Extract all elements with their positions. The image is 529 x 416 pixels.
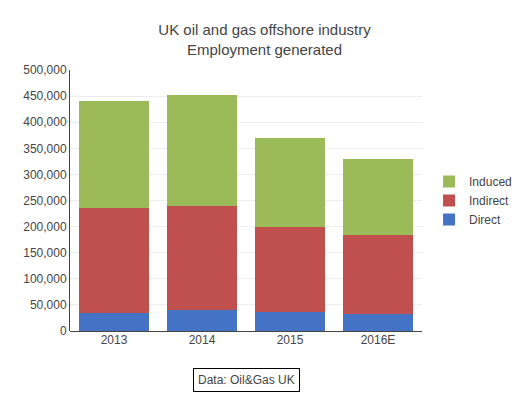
- svg-text:Data: Oil&Gas UK: Data: Oil&Gas UK: [198, 373, 295, 387]
- svg-text:500,000: 500,000: [23, 63, 67, 77]
- svg-text:Induced: Induced: [469, 175, 512, 189]
- svg-text:250,000: 250,000: [23, 194, 67, 208]
- svg-text:Indirect: Indirect: [469, 194, 509, 208]
- svg-text:200,000: 200,000: [23, 220, 67, 234]
- svg-text:450,000: 450,000: [23, 89, 67, 103]
- svg-text:2013: 2013: [101, 333, 128, 347]
- svg-text:300,000: 300,000: [23, 168, 67, 182]
- svg-text:2015: 2015: [277, 333, 304, 347]
- svg-text:2016E: 2016E: [361, 333, 396, 347]
- svg-text:50,000: 50,000: [30, 298, 67, 312]
- svg-text:100,000: 100,000: [23, 272, 67, 286]
- svg-text:150,000: 150,000: [23, 246, 67, 260]
- svg-text:2014: 2014: [189, 333, 216, 347]
- svg-text:Direct: Direct: [469, 213, 501, 227]
- svg-text:400,000: 400,000: [23, 115, 67, 129]
- svg-text:0: 0: [60, 324, 67, 338]
- svg-text:UK oil and gas offshore indust: UK oil and gas offshore industryEmployme…: [158, 21, 371, 58]
- svg-text:350,000: 350,000: [23, 142, 67, 156]
